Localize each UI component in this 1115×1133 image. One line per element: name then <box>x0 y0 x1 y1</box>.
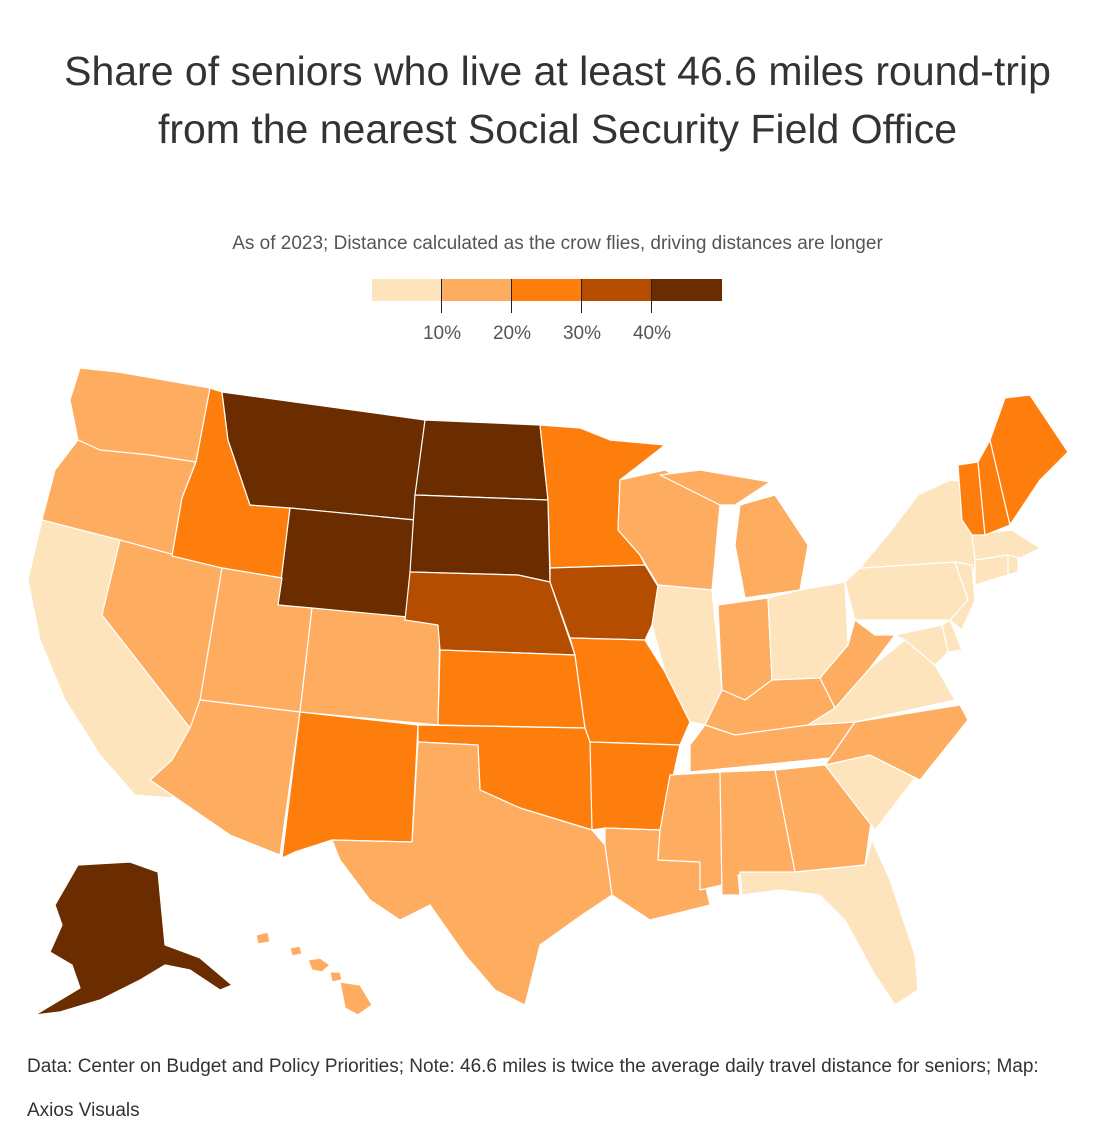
state-VT <box>957 461 986 536</box>
state-NM <box>281 711 419 859</box>
chart-title: Share of seniors who live at least 46.6 … <box>64 48 1051 152</box>
state-KS <box>437 649 586 729</box>
state-SD <box>409 494 551 583</box>
state-WY <box>277 507 416 621</box>
legend-tick-label-3: 30% <box>562 323 602 344</box>
state-IN <box>717 597 773 701</box>
chart-subtitle: As of 2023; Distance calculated as the c… <box>232 233 883 254</box>
legend-tick-label-2: 20% <box>492 323 532 344</box>
state-NC <box>824 704 969 781</box>
state-AK <box>34 861 233 1016</box>
legend-tick-3 <box>581 279 582 313</box>
legend-tick-1 <box>441 279 442 313</box>
legend-bin-2 <box>442 279 512 301</box>
state-PA <box>844 561 969 621</box>
legend-tick-label-1: 10% <box>422 323 462 344</box>
state-NJ <box>949 561 976 631</box>
source-note: Data: Center on Budget and Policy Priori… <box>27 1056 1039 1121</box>
state-IL <box>651 584 723 726</box>
legend-tick-4 <box>651 279 652 313</box>
legend-bin-4 <box>582 279 652 301</box>
legend-tick-label-4: 40% <box>632 323 672 344</box>
state-MD <box>894 624 949 666</box>
legend-tick-2 <box>511 279 512 313</box>
state-TX <box>331 741 613 1006</box>
legend-bin-5 <box>652 279 722 301</box>
state-RI <box>1007 554 1019 576</box>
state-HI <box>255 931 373 1016</box>
legend-bin-3 <box>512 279 582 301</box>
state-ME <box>989 394 1069 526</box>
state-FL <box>739 839 919 1006</box>
state-ND <box>414 419 549 501</box>
state-MT <box>221 391 426 521</box>
state-WV <box>819 619 896 709</box>
legend-bin-1 <box>372 279 442 301</box>
state-IA <box>549 564 666 641</box>
state-MA <box>971 529 1041 561</box>
state-CO <box>299 607 441 726</box>
us-state-map <box>27 367 1069 1016</box>
